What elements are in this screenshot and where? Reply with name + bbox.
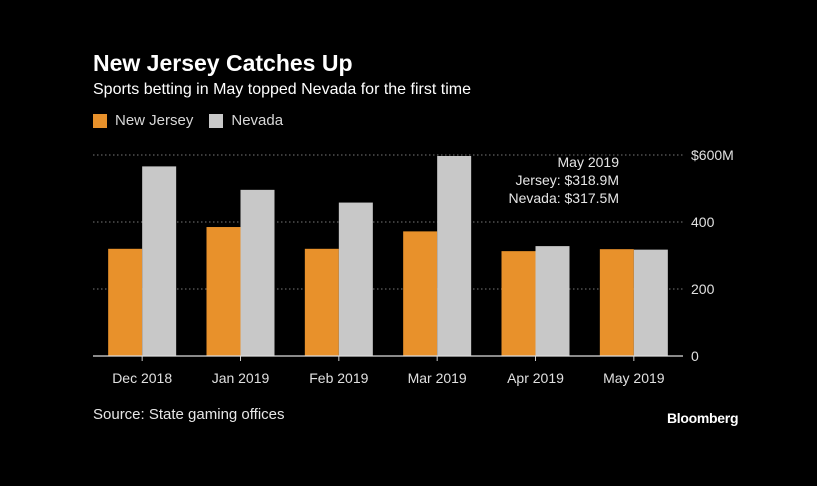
- bloomberg-logo: Bloomberg: [667, 410, 739, 426]
- bar-nevada: [240, 189, 275, 356]
- bar-new-jersey: [599, 249, 634, 356]
- annotation-line: Nevada: $317.5M: [508, 190, 619, 206]
- bar-new-jersey: [206, 227, 241, 356]
- bar-nevada: [535, 246, 570, 356]
- x-tick-label: Jan 2019: [212, 370, 270, 386]
- bar-nevada: [338, 202, 373, 356]
- x-tick-label: Apr 2019: [507, 370, 564, 386]
- bar-new-jersey: [403, 231, 438, 356]
- legend-swatch-new-jersey: [93, 113, 107, 128]
- bar-new-jersey: [501, 251, 536, 356]
- y-tick-label: $600M: [691, 147, 734, 163]
- x-tick-label: Dec 2018: [112, 370, 172, 386]
- legend-item-nevada: Nevada: [209, 112, 283, 129]
- x-tick-label: May 2019: [603, 370, 665, 386]
- legend-label-new-jersey: New Jersey: [115, 112, 194, 129]
- y-tick-label: 0: [691, 348, 699, 364]
- y-tick-label: 400: [691, 214, 715, 230]
- bar-new-jersey: [304, 248, 339, 356]
- chart-subtitle: Sports betting in May topped Nevada for …: [93, 81, 471, 98]
- legend-label-nevada: Nevada: [231, 112, 284, 129]
- annotation-line: May 2019: [558, 154, 620, 170]
- bar-nevada: [437, 156, 472, 356]
- bar-nevada: [633, 249, 668, 356]
- source-note: Source: State gaming offices: [93, 406, 285, 423]
- y-tick-label: 200: [691, 281, 715, 297]
- chart-legend: New Jersey Nevada: [93, 112, 299, 129]
- x-tick-label: Mar 2019: [408, 370, 467, 386]
- chart-title: New Jersey Catches Up: [93, 50, 353, 76]
- x-tick-label: Feb 2019: [309, 370, 368, 386]
- bar-new-jersey: [108, 248, 143, 356]
- legend-swatch-nevada: [209, 113, 224, 128]
- legend-item-new-jersey: New Jersey: [93, 112, 193, 129]
- annotation-line: Jersey: $318.9M: [516, 172, 620, 188]
- bar-nevada: [142, 166, 177, 356]
